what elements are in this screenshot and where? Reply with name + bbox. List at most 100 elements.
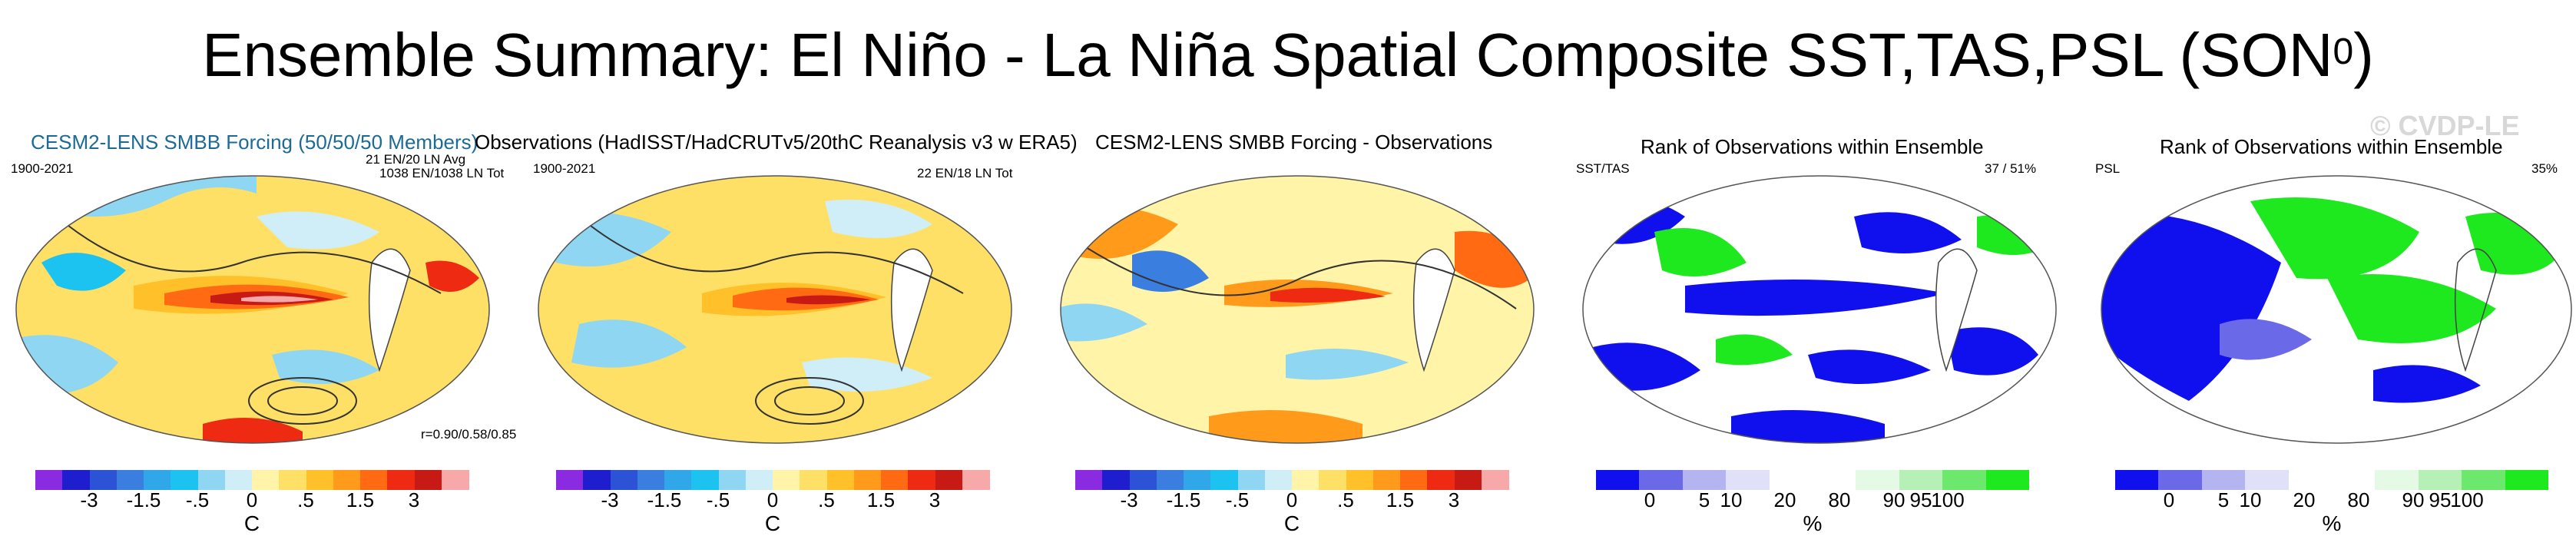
temperature-colorbar-1-swatch	[252, 470, 280, 490]
rank-colorbar-2-swatch	[2288, 470, 2333, 490]
temperature-colorbar-3-tick-label: 0	[1286, 488, 1298, 511]
temperature-colorbar-2-tick-label: .5	[818, 488, 835, 511]
watermark: © CVDP-LE	[2370, 110, 2520, 141]
rank-colorbar-1-tick-label: 5	[1698, 488, 1710, 511]
temperature-colorbar-1-swatch	[197, 470, 226, 490]
temperature-colorbar-3-tick-label: -1.5	[1166, 488, 1201, 511]
temperature-colorbar-3-swatch	[1156, 470, 1184, 490]
temperature-colorbar-3-swatch	[1454, 470, 1482, 490]
temperature-colorbar-3-swatch	[1292, 470, 1319, 490]
temperature-colorbar-3	[1075, 470, 1509, 490]
rank-colorbar-2-tick-label: 80	[2347, 488, 2370, 511]
temperature-colorbar-3-tick-label: 3	[1448, 488, 1460, 511]
temperature-colorbar-2-swatch	[718, 470, 747, 490]
temperature-colorbar-1-swatch	[224, 470, 253, 490]
temperature-colorbar-2-swatch	[935, 470, 963, 490]
rank-colorbar-1-tick-label: 80	[1828, 488, 1851, 511]
rank-colorbar-2-tick-label: 95	[2429, 488, 2452, 511]
rank-colorbar-1-swatch	[1596, 470, 1640, 490]
temperature-colorbar-3-tick-label: -3	[1120, 488, 1138, 511]
rank-colorbar-1-swatch	[1856, 470, 1900, 490]
temperature-colorbar-2-tick-label: -.5	[706, 488, 730, 511]
panel-5-label: PSL	[2095, 161, 2121, 176]
rank-colorbar-2-swatch	[2201, 470, 2246, 490]
figure-title: Ensemble Summary: El Niño - La Niña Spat…	[202, 21, 2374, 89]
rank-colorbar-2	[2115, 470, 2549, 490]
panel-4-title: Rank of Observations within Ensemble	[1641, 135, 1984, 158]
temperature-colorbar-1-swatch	[387, 470, 415, 490]
temperature-colorbar-3-swatch	[1346, 470, 1374, 490]
temperature-colorbar-1-swatch	[62, 470, 90, 490]
rank-colorbar-1-tick-label: 0	[1644, 488, 1656, 511]
temperature-colorbar-2-swatch	[583, 470, 611, 490]
panel-2-total: 22 EN/18 LN Tot	[917, 166, 1013, 180]
temperature-colorbar-1-tick-label: -1.5	[126, 488, 161, 511]
temperature-colorbar-1-tick-label: 1.5	[346, 488, 375, 511]
rank-colorbar-2-tick-label: 100	[2450, 488, 2484, 511]
temperature-colorbar-2-swatch	[637, 470, 665, 490]
temperature-colorbar-3-swatch	[1264, 470, 1293, 490]
observations-composite-map	[538, 175, 1012, 444]
temperature-colorbar-1-swatch	[35, 470, 63, 490]
temperature-colorbar-1-swatch	[116, 470, 144, 490]
temperature-colorbar-1-tick-label: .5	[297, 488, 314, 511]
temperature-colorbar-3-swatch	[1427, 470, 1455, 490]
temperature-colorbar-2-swatch	[908, 470, 935, 490]
temperature-colorbar-1-swatch	[144, 470, 171, 490]
temperature-colorbar-1-swatch	[441, 470, 469, 490]
temperature-colorbar-3-swatch	[1237, 470, 1266, 490]
rank-colorbar-2-tick-label: 90	[2402, 488, 2425, 511]
temperature-colorbar-1-unit-label: C	[243, 511, 260, 535]
temperature-colorbar-1-swatch	[279, 470, 306, 490]
temperature-colorbar-2-tick-label: -3	[601, 488, 619, 511]
temperature-colorbar-1	[35, 470, 469, 490]
temperature-colorbar-3-swatch	[1210, 470, 1238, 490]
temperature-colorbar-2-swatch	[853, 470, 882, 490]
temperature-colorbar-2-swatch	[664, 470, 692, 490]
temperature-colorbar-1-swatch	[414, 470, 442, 490]
temperature-colorbar-2-tick-label: 3	[929, 488, 941, 511]
temperature-colorbar-3-swatch	[1075, 470, 1103, 490]
panel-4-label: SST/TAS	[1576, 161, 1630, 176]
rank-colorbar-2-swatch	[2462, 470, 2506, 490]
panel-1-period: 1900-2021	[11, 161, 74, 176]
panel-1-title: CESM2-LENS SMBB Forcing (50/50/50 Member…	[31, 131, 478, 154]
temperature-colorbar-3-tick-label: 1.5	[1386, 488, 1415, 511]
rank-colorbar-1-tick-label: 90	[1882, 488, 1906, 511]
rank-colorbar-2-swatch	[2115, 470, 2159, 490]
temperature-colorbar-1-swatch	[89, 470, 118, 490]
panel-1-correlation: r=0.90/0.58/0.85	[421, 427, 517, 442]
rank-colorbar-2-swatch	[2375, 470, 2419, 490]
temperature-colorbar-1-tick-label: -.5	[185, 488, 210, 511]
rank-colorbar-2-swatch	[2332, 470, 2376, 490]
temperature-colorbar-3-tick-label: .5	[1337, 488, 1354, 511]
sst-tas-rank-map	[1582, 175, 2057, 444]
rank-colorbar-1	[1596, 470, 2030, 490]
temperature-colorbar-3-swatch	[1400, 470, 1428, 490]
rank-colorbar-1-swatch	[1639, 470, 1684, 490]
rank-colorbar-1-swatch	[1726, 470, 1770, 490]
rank-colorbar-1-swatch	[1899, 470, 1943, 490]
temperature-colorbar-2-swatch	[881, 470, 909, 490]
temperature-colorbar-1-swatch	[333, 470, 361, 490]
temperature-colorbar-3-swatch	[1372, 470, 1401, 490]
rank-colorbar-1-tick-label: 95	[1909, 488, 1932, 511]
panel-1-total: 1038 EN/1038 LN Tot	[379, 166, 505, 180]
temperature-colorbar-3-tick-label: -.5	[1225, 488, 1250, 511]
temperature-colorbar-2-swatch	[556, 470, 584, 490]
temperature-colorbar-2	[556, 470, 990, 490]
rank-colorbar-2-tick-label: 10	[2239, 488, 2262, 511]
temperature-colorbar-2-swatch	[745, 470, 773, 490]
difference-map	[1060, 175, 1535, 444]
rank-colorbar-1-swatch	[1813, 470, 1856, 490]
temperature-colorbar-1-swatch	[171, 470, 198, 490]
rank-colorbar-1-tick-label: 100	[1931, 488, 1965, 511]
rank-colorbar-2-swatch	[2505, 470, 2549, 490]
temperature-colorbar-3-unit-label: C	[1283, 511, 1300, 535]
rank-colorbar-2-swatch	[2245, 470, 2290, 490]
temperature-colorbar-2-swatch	[691, 470, 719, 490]
temperature-colorbar-1-tick-label: -3	[80, 488, 98, 511]
temperature-colorbar-3-swatch	[1184, 470, 1211, 490]
rank-colorbar-1-swatch	[1942, 470, 1987, 490]
panel-5-percent: 35%	[2531, 161, 2558, 176]
